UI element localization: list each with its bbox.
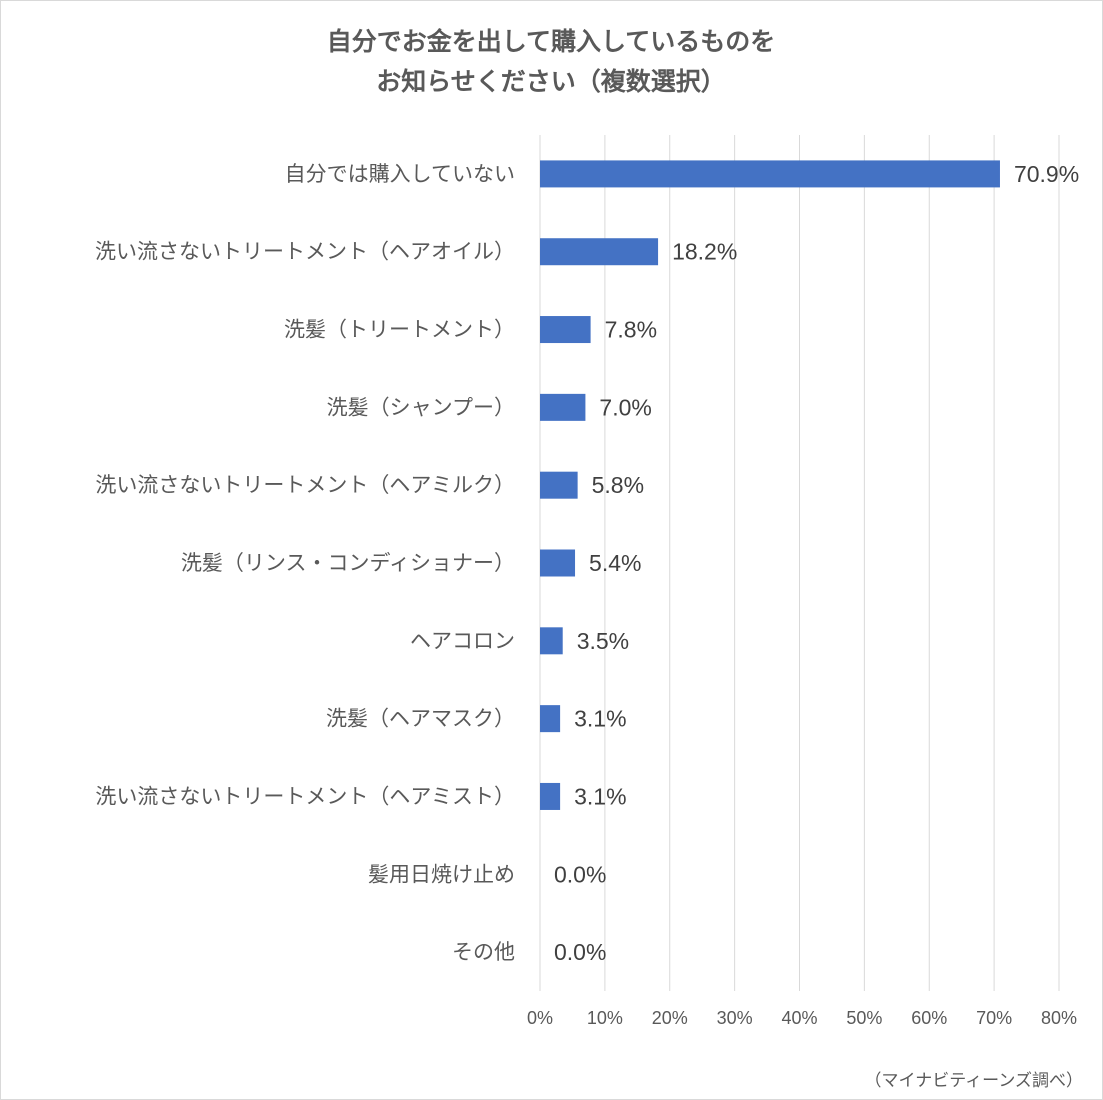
- bar: [540, 705, 561, 733]
- category-label: 洗い流さないトリートメント（ヘアミルク）: [95, 473, 515, 497]
- x-tick-label: 70%: [976, 1008, 1012, 1028]
- data-label: 0.0%: [554, 861, 606, 887]
- data-label: 5.8%: [592, 472, 644, 498]
- x-tick-label: 80%: [1041, 1008, 1077, 1028]
- data-label: 3.5%: [577, 628, 629, 654]
- x-tick-label: 40%: [781, 1008, 817, 1028]
- bar: [540, 238, 659, 266]
- bar: [540, 393, 586, 421]
- chart-title-line-2: お知らせください（複数選択）: [376, 67, 726, 96]
- x-tick-label: 60%: [911, 1008, 947, 1028]
- bar: [540, 471, 578, 499]
- data-label: 7.0%: [599, 394, 651, 420]
- bar: [540, 160, 1000, 188]
- x-axis-ticks: 0% 10% 20% 30% 40% 50% 60% 70% 80%: [527, 1008, 1077, 1028]
- category-label: 自分では購入していない: [285, 162, 515, 186]
- data-label: 3.1%: [574, 706, 626, 732]
- data-label: 3.1%: [574, 783, 626, 809]
- category-label: 洗い流さないトリートメント（ヘアオイル）: [95, 240, 515, 264]
- category-label: ヘアコロン: [410, 629, 515, 653]
- category-label: 洗髪（トリートメント）: [284, 318, 515, 342]
- x-tick-label: 20%: [652, 1008, 688, 1028]
- x-tick-label: 10%: [587, 1008, 623, 1028]
- data-label: 5.4%: [589, 550, 641, 576]
- category-label: 洗髪（シャンプー）: [327, 395, 515, 419]
- data-label: 18.2%: [672, 239, 737, 265]
- bar: [540, 782, 561, 810]
- bar: [540, 316, 591, 344]
- x-tick-label: 30%: [717, 1008, 753, 1028]
- x-tick-label: 0%: [527, 1008, 553, 1028]
- source-note: （マイナビティーンズ調べ）: [865, 1071, 1083, 1091]
- category-label: その他: [452, 940, 515, 964]
- data-label: 0.0%: [554, 939, 606, 965]
- category-label: 洗い流さないトリートメント（ヘアミスト）: [95, 784, 515, 808]
- chart-title-line-1: 自分でお金を出して購入しているものを: [327, 27, 776, 56]
- value-labels: 70.9% 18.2% 7.8% 7.0% 5.8% 5.4% 3.5% 3.1% 3.1% 0.…: [554, 161, 1079, 965]
- grid-lines: [539, 135, 1060, 991]
- x-tick-label: 50%: [846, 1008, 882, 1028]
- category-label: 髪用日焼け止め: [368, 862, 515, 886]
- bars: [540, 160, 1000, 810]
- bar: [540, 627, 563, 655]
- data-label: 7.8%: [605, 317, 657, 343]
- bar: [540, 549, 576, 577]
- category-label: 洗髪（リンス・コンディショナー）: [181, 551, 515, 575]
- category-label: 洗髪（ヘアマスク）: [326, 707, 515, 731]
- data-label: 70.9%: [1014, 161, 1079, 187]
